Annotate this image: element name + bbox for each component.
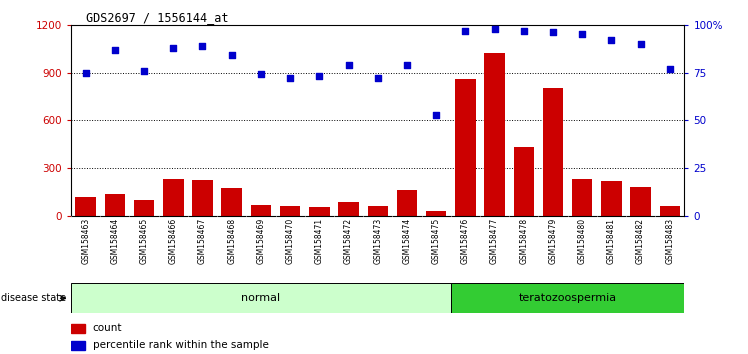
Bar [514, 147, 534, 216]
Point [576, 32, 588, 37]
Text: GSM158481: GSM158481 [607, 218, 616, 264]
Point [430, 112, 442, 118]
Bar [455, 79, 476, 216]
Bar [631, 187, 651, 216]
Point [488, 26, 500, 32]
Bar [134, 200, 154, 216]
Bar [451, 283, 684, 313]
Point [547, 30, 559, 35]
Text: GSM158468: GSM158468 [227, 218, 236, 264]
Text: disease state: disease state [1, 293, 66, 303]
Point [663, 66, 675, 72]
Text: normal: normal [242, 293, 280, 303]
Text: GSM158466: GSM158466 [169, 218, 178, 264]
Bar [660, 206, 680, 216]
Point [284, 75, 296, 81]
Text: GSM158467: GSM158467 [198, 218, 207, 264]
Point [80, 70, 92, 75]
Bar [71, 283, 451, 313]
Text: GSM158463: GSM158463 [82, 218, 91, 264]
Text: GSM158477: GSM158477 [490, 218, 499, 264]
Text: percentile rank within the sample: percentile rank within the sample [93, 340, 269, 350]
Bar [543, 88, 563, 216]
Text: GSM158478: GSM158478 [519, 218, 528, 264]
Text: GSM158469: GSM158469 [257, 218, 266, 264]
Bar [192, 180, 212, 216]
Text: GSM158473: GSM158473 [373, 218, 382, 264]
Text: GSM158474: GSM158474 [402, 218, 411, 264]
Text: GSM158465: GSM158465 [140, 218, 149, 264]
Point [459, 28, 471, 33]
Point [168, 45, 180, 51]
Point [255, 72, 267, 77]
Point [401, 62, 413, 68]
Point [197, 43, 209, 48]
Bar [426, 211, 447, 216]
Point [343, 62, 355, 68]
Text: count: count [93, 324, 122, 333]
Point [138, 68, 150, 74]
Bar [280, 206, 301, 216]
Text: GSM158480: GSM158480 [577, 218, 586, 264]
Bar [221, 188, 242, 216]
Bar [396, 190, 417, 216]
Text: teratozoospermia: teratozoospermia [518, 293, 616, 303]
Text: GSM158470: GSM158470 [286, 218, 295, 264]
Text: GSM158482: GSM158482 [636, 218, 645, 264]
Text: GSM158479: GSM158479 [548, 218, 557, 264]
Text: GSM158475: GSM158475 [432, 218, 441, 264]
Bar [251, 205, 271, 216]
Point [313, 74, 325, 79]
Point [109, 47, 121, 52]
Text: GSM158471: GSM158471 [315, 218, 324, 264]
Point [518, 28, 530, 33]
Point [634, 41, 646, 47]
Bar [338, 202, 359, 216]
Point [372, 75, 384, 81]
Text: GSM158476: GSM158476 [461, 218, 470, 264]
Bar [71, 341, 85, 350]
Bar [309, 207, 330, 216]
Text: GDS2697 / 1556144_at: GDS2697 / 1556144_at [86, 11, 229, 24]
Bar [71, 324, 85, 333]
Bar [367, 206, 388, 216]
Text: GSM158472: GSM158472 [344, 218, 353, 264]
Bar [76, 197, 96, 216]
Text: GSM158483: GSM158483 [665, 218, 674, 264]
Bar [485, 53, 505, 216]
Point [605, 37, 617, 43]
Bar [601, 181, 622, 216]
Bar [572, 178, 592, 216]
Bar [163, 179, 183, 216]
Point [226, 52, 238, 58]
Text: GSM158464: GSM158464 [111, 218, 120, 264]
Bar [105, 194, 125, 216]
